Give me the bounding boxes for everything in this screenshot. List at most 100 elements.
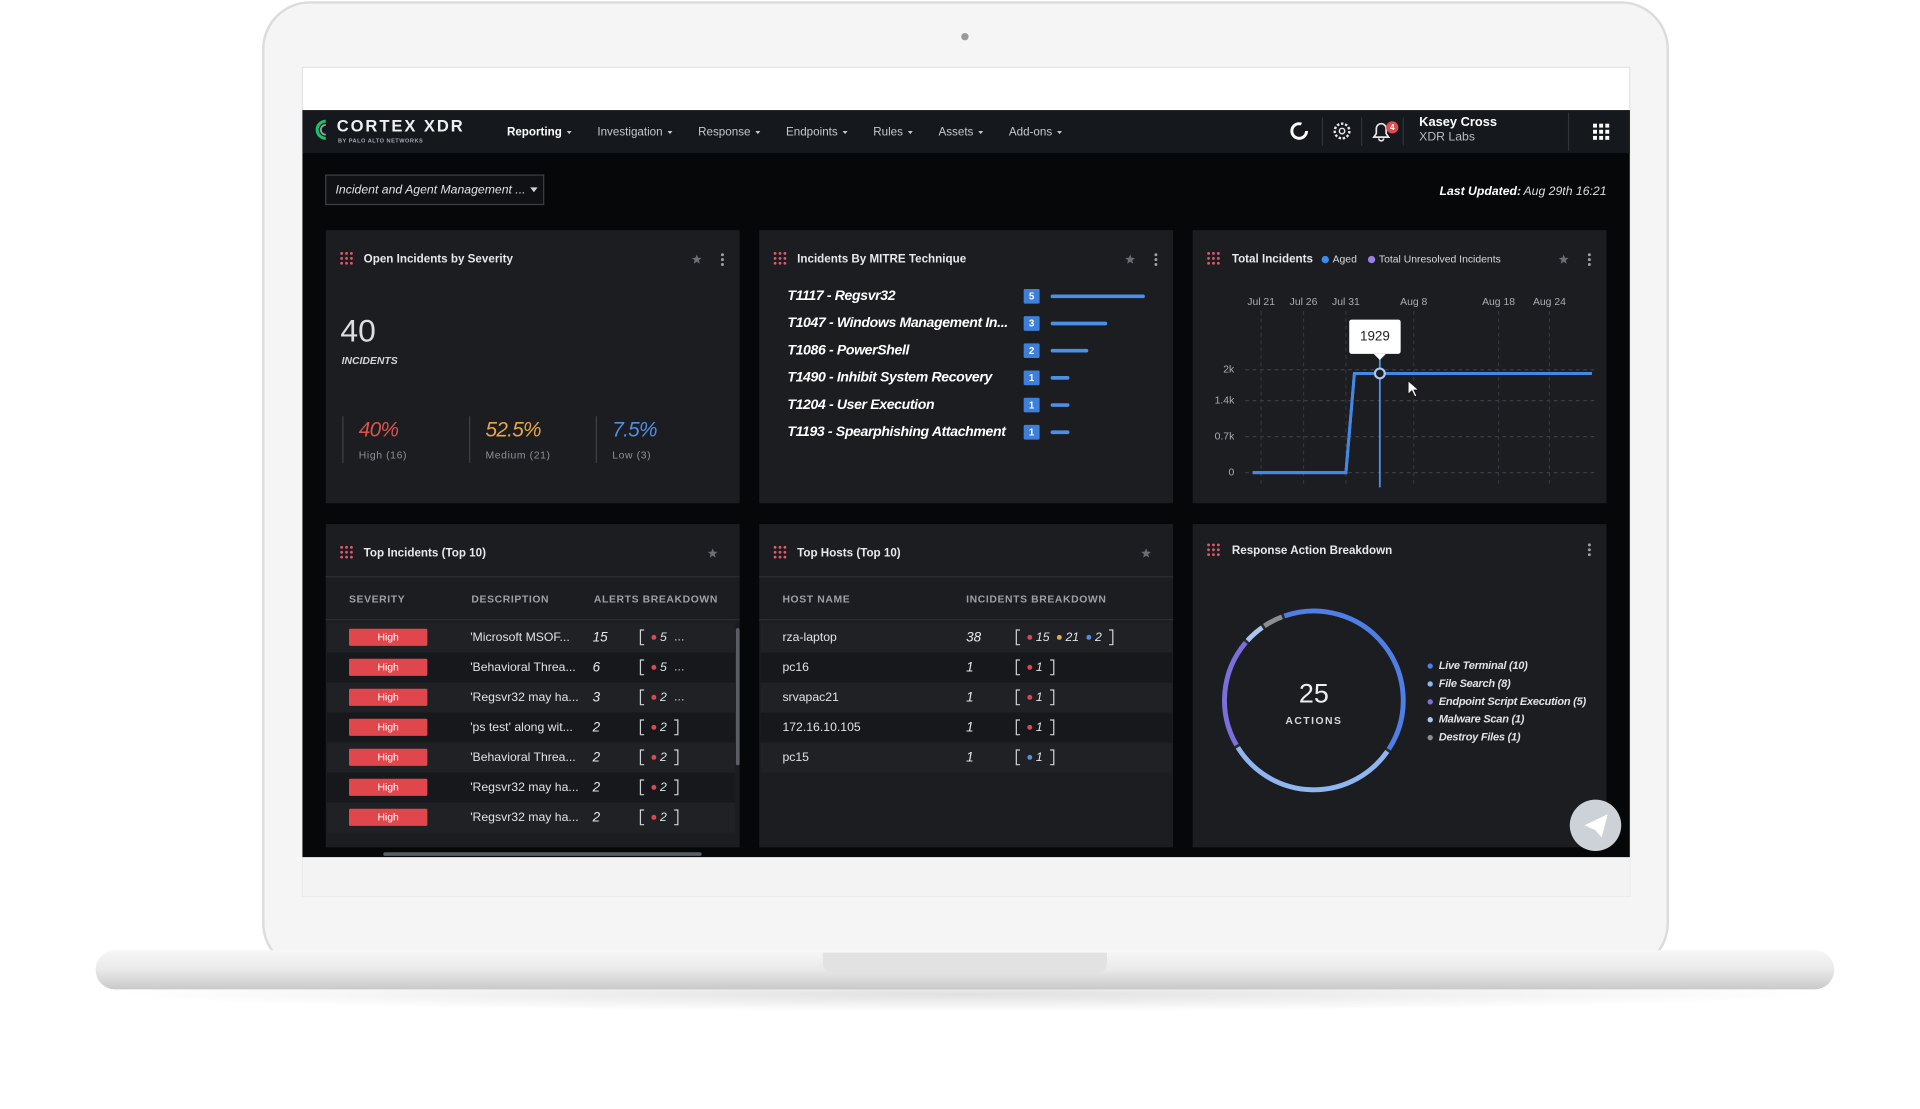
breakdown-count: 1 <box>1036 660 1043 674</box>
widget-icon-dot <box>345 261 348 265</box>
incident-count: 1 <box>966 660 973 675</box>
severity-badge <box>348 778 428 796</box>
apps-square <box>1599 123 1604 128</box>
favorite-star[interactable] <box>1558 254 1569 264</box>
hover-marker <box>1373 367 1386 380</box>
table-row[interactable] <box>760 652 1172 683</box>
bracket <box>1015 719 1020 736</box>
breakdown-count: 21 <box>1064 630 1079 644</box>
count-badge-label: 3 <box>1029 319 1035 330</box>
count-badge-label: 5 <box>1029 292 1035 303</box>
widget-icon-dot <box>773 252 777 255</box>
bracket <box>1050 719 1055 736</box>
menu-item[interactable]: Rules <box>873 125 903 138</box>
legend-dot <box>1427 734 1433 741</box>
severity-label: High (16) <box>359 450 407 461</box>
favorite-star[interactable] <box>707 548 718 558</box>
widget-icon-dot <box>773 555 777 559</box>
menu-item[interactable]: Reporting <box>507 125 562 138</box>
apps-icon[interactable] <box>1593 123 1610 140</box>
severity-label: High <box>377 633 399 644</box>
breakdown-count: 2 <box>659 720 667 734</box>
menu-item[interactable]: Investigation <box>597 125 662 138</box>
bell-icon[interactable] <box>1372 122 1391 142</box>
breakdown-more: ... <box>674 630 684 644</box>
count-badge <box>1023 397 1040 413</box>
table-row[interactable] <box>760 682 1172 713</box>
alert-count: 2 <box>592 810 601 825</box>
menu-item[interactable]: Response <box>698 125 750 138</box>
dashboard-selector[interactable] <box>325 174 545 206</box>
widget-title: Open Incidents by Severity <box>364 253 514 266</box>
widget-icon-dot <box>340 256 344 260</box>
widget-icon-dot <box>773 261 777 265</box>
severity-label: Medium (21) <box>486 450 551 461</box>
dashboard-selector-text[interactable]: Incident and Agent Management ... <box>336 183 526 197</box>
menu-item[interactable]: Assets <box>938 125 973 138</box>
widget-title: Total Incidents <box>1232 253 1313 266</box>
breakdown-count: 15 <box>1036 630 1050 644</box>
x-tick-label: Aug 24 <box>1533 297 1566 308</box>
bracket <box>1109 629 1114 646</box>
x-tick-label: Jul 26 <box>1290 297 1318 308</box>
table-row[interactable] <box>760 712 1172 743</box>
widget-icon-dot <box>345 545 348 549</box>
widget-icon-dot <box>350 261 353 265</box>
favorite-star[interactable] <box>691 254 702 264</box>
count-badge <box>1023 424 1040 440</box>
donut-segment <box>1222 641 1248 747</box>
logo: CORTEX XDR <box>337 117 465 136</box>
breakdown-dot <box>1027 754 1033 760</box>
breakdown-count: 2 <box>1094 630 1102 644</box>
breakdown-more: ... <box>674 690 684 704</box>
table-row[interactable] <box>760 742 1172 773</box>
scrollbar <box>735 628 740 766</box>
alert-count: 6 <box>593 660 601 675</box>
x-tick-label: Aug 18 <box>1482 297 1515 308</box>
widget-title: Response Action Breakdown <box>1232 544 1392 557</box>
incident-description: 'Regsvr32 may ha... <box>470 690 578 704</box>
alert-count: 3 <box>593 690 601 705</box>
widget-menu[interactable] <box>1587 543 1591 557</box>
menu-item[interactable]: Endpoints <box>786 125 838 138</box>
widget-icon-dot <box>1212 261 1215 265</box>
incident-description: 'Regsvr32 may ha... <box>470 810 578 824</box>
favorite-star[interactable] <box>1125 254 1136 264</box>
widget-icon-dot <box>340 261 344 265</box>
severity-badge <box>348 658 428 676</box>
settings-icon[interactable] <box>1333 122 1351 140</box>
apps-square <box>1593 123 1597 128</box>
menu-caret <box>1057 131 1062 135</box>
count-badge-label: 1 <box>1029 373 1035 384</box>
widget-menu[interactable] <box>1154 253 1158 266</box>
bracket <box>1015 629 1020 646</box>
widget-icon-dot <box>783 550 787 554</box>
table-row[interactable] <box>760 622 1172 653</box>
series-line <box>1252 371 1592 475</box>
severity-percent: 7.5% <box>612 419 657 442</box>
widget-menu[interactable] <box>720 253 724 266</box>
widget-icon-dot <box>345 555 348 559</box>
legend-dot <box>1427 681 1433 687</box>
menu-caret <box>842 131 848 135</box>
legend-label: Endpoint Script Execution (5) <box>1439 696 1587 708</box>
technique-label: T1047 - Windows Management In... <box>787 314 1007 330</box>
donut-segment <box>1245 625 1264 643</box>
menu-item[interactable]: Add-ons <box>1009 125 1052 138</box>
widget-icon-dot <box>1212 548 1215 552</box>
favorite-star[interactable] <box>1141 548 1152 558</box>
breakdown-dot <box>651 724 657 730</box>
widget-icon-dot <box>773 256 777 260</box>
bracket <box>639 749 645 766</box>
widget-icon-dot <box>1216 553 1220 557</box>
menu-caret <box>978 131 984 135</box>
incident-total-label: INCIDENTS <box>342 356 398 367</box>
technique-label: T1490 - Inhibit System Recovery <box>787 369 993 385</box>
widget-total-incidents <box>1192 230 1607 504</box>
legend-dot <box>1367 255 1376 264</box>
widget-icon <box>773 252 787 265</box>
widget-icon <box>340 252 353 265</box>
user-name[interactable]: Kasey Cross <box>1419 114 1497 129</box>
widget-icon-dot <box>1216 548 1220 552</box>
widget-menu[interactable] <box>1587 253 1591 266</box>
